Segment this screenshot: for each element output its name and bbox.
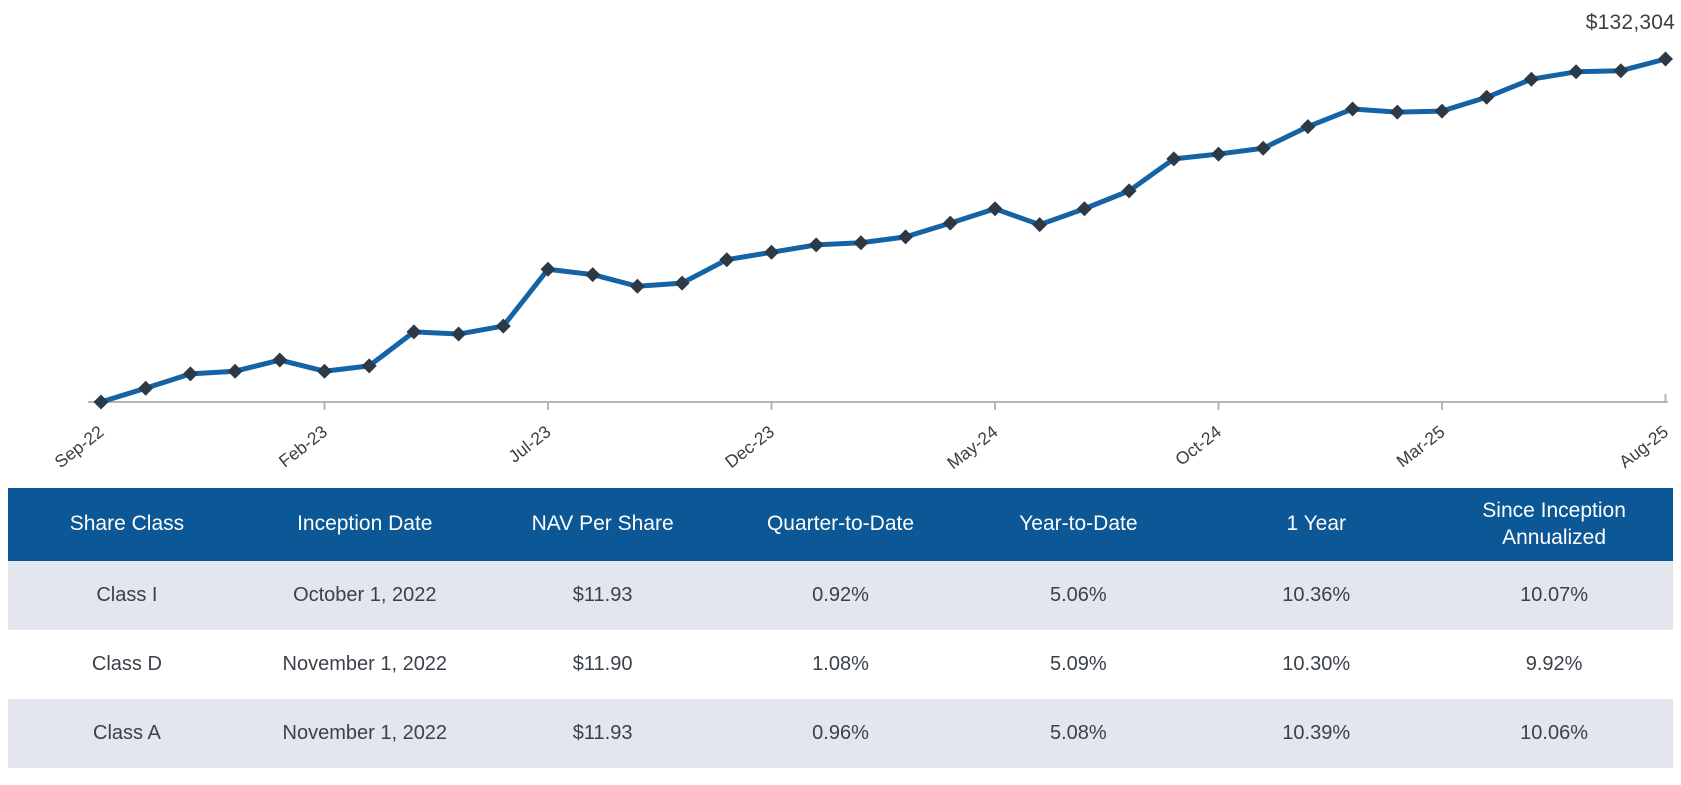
chart-marker — [1613, 63, 1629, 79]
chart-marker — [1032, 217, 1048, 233]
table-cell: 10.30% — [1282, 653, 1351, 675]
table-cell: 5.06% — [1050, 584, 1107, 606]
chart-line — [98, 56, 1668, 405]
chart-marker — [629, 278, 645, 294]
table-cell: $11.90 — [572, 653, 633, 675]
chart-marker — [1300, 119, 1316, 135]
x-axis-label: Jul-23 — [505, 421, 555, 466]
table-cell: November 1, 2022 — [282, 653, 448, 675]
chart-marker — [674, 275, 690, 291]
x-axis-label: May-24 — [943, 421, 1002, 473]
chart-marker — [987, 201, 1003, 217]
chart-marker — [853, 235, 869, 251]
chart-marker — [1523, 71, 1539, 87]
chart-marker — [1076, 201, 1092, 217]
x-axis-label: Feb-23 — [275, 421, 331, 471]
chart-marker — [1121, 183, 1137, 199]
header-cell: NAV Per Share — [531, 512, 674, 536]
table-cell: $11.93 — [572, 722, 633, 744]
chart-marker — [1166, 151, 1182, 167]
table-cell: 0.96% — [812, 722, 869, 744]
chart-marker — [451, 326, 467, 342]
chart-marker — [540, 261, 556, 277]
chart-marker — [585, 267, 601, 283]
x-axis-label: Dec-23 — [721, 421, 778, 471]
growth-line-chart: Sep-22 Feb-23 Jul-23 Dec-23 May-24 Oct-24 Mar-… — [51, 51, 1673, 473]
header-cell: Share Class — [69, 512, 185, 536]
chart-marker — [1434, 103, 1450, 119]
chart-marker — [272, 352, 288, 368]
table-cell: 1.08% — [812, 653, 869, 675]
performance-table-header: Share Class Inception Date NAV Per Share Qu… — [8, 488, 1673, 561]
x-axis-label: Oct-24 — [1171, 421, 1225, 469]
table-cell: 10.36% — [1282, 584, 1351, 606]
table-cell: 10.07% — [1520, 584, 1588, 606]
table-cell: 9.92% — [1525, 653, 1583, 675]
chart-marker — [1658, 51, 1673, 67]
x-axis-label: Sep-22 — [51, 421, 108, 472]
growth-chart: Sep-22 Feb-23 Jul-23 Dec-23 May-24 Oct-24 Mar-… — [51, 11, 1675, 473]
table-cell: Class A — [93, 722, 161, 744]
chart-marker — [764, 244, 779, 260]
table-cell: $11.93 — [572, 584, 633, 606]
chart-marker — [1479, 89, 1495, 105]
performance-table-body: Class I October 1, 2022 $11.93 0.92% 5.06% 10… — [8, 561, 1673, 768]
table-cell: 0.92% — [812, 584, 869, 606]
x-axis-label: Aug-25 — [1615, 421, 1672, 472]
chart-marker — [406, 324, 422, 340]
chart-marker — [138, 380, 154, 396]
chart-marker — [93, 394, 109, 410]
chart-marker — [898, 229, 914, 245]
header-cell: Since Inception Annualized — [1482, 498, 1626, 549]
chart-marker — [1255, 140, 1271, 156]
chart-marker — [317, 363, 332, 379]
table-cell: 5.08% — [1050, 722, 1107, 744]
chart-marker — [1345, 101, 1361, 117]
table-row: Class D November 1, 2022 $11.90 1.08% 5.09% 1… — [8, 630, 1673, 699]
chart-marker — [1389, 104, 1405, 120]
table-cell: October 1, 2022 — [293, 584, 437, 606]
table-cell: 10.39% — [1282, 722, 1351, 744]
chart-marker — [808, 237, 824, 253]
table-cell: Class I — [96, 584, 158, 606]
table-row: Class I October 1, 2022 $11.93 0.92% 5.06% 10… — [8, 561, 1673, 630]
chart-marker — [182, 366, 198, 382]
table-cell: 10.06% — [1520, 722, 1588, 744]
chart-marker — [227, 363, 243, 379]
chart-end-value-label: $132,304 — [1585, 11, 1675, 34]
header-cell: Inception Date — [297, 512, 433, 536]
chart-marker — [361, 358, 377, 374]
chart-marker — [719, 252, 735, 268]
chart-marker — [942, 215, 958, 231]
header-cell: Quarter-to-Date — [766, 512, 915, 536]
chart-marker — [1211, 146, 1226, 162]
table-cell: November 1, 2022 — [282, 722, 448, 744]
header-cell: Year-to-Date — [1019, 512, 1138, 536]
x-axis-label: Mar-25 — [1392, 421, 1448, 471]
table-cell: 5.09% — [1050, 653, 1107, 675]
performance-table: Share Class Inception Date NAV Per Share Qu… — [8, 488, 1673, 768]
chart-marker — [495, 318, 511, 334]
table-row: Class A November 1, 2022 $11.93 0.96% 5.08% 1… — [8, 699, 1673, 768]
table-cell: Class D — [91, 653, 162, 675]
chart-marker — [1568, 64, 1584, 80]
header-cell: 1 Year — [1286, 512, 1347, 536]
